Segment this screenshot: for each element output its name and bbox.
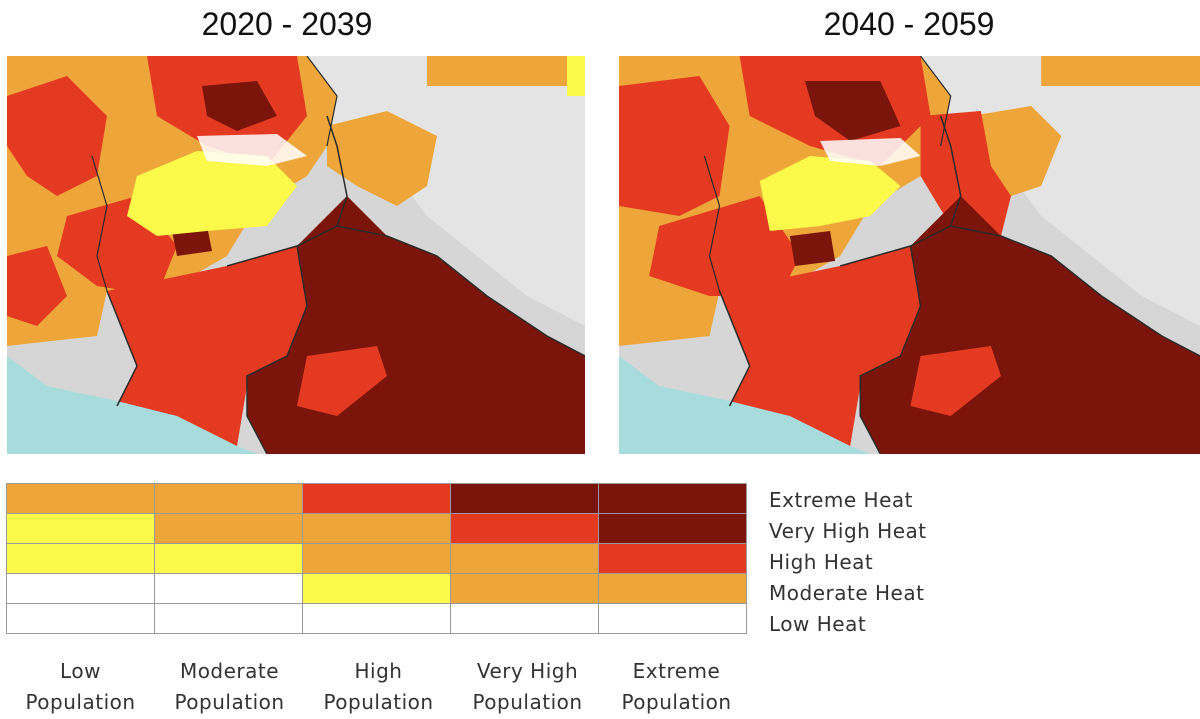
map-panel-2020 (7, 56, 585, 454)
legend-matrix (6, 483, 747, 634)
snow-region (820, 138, 921, 166)
country-border (106, 115, 585, 454)
legend-row (6, 573, 747, 604)
map-title-2040: 2040 - 2059 (823, 6, 995, 42)
heat-region-yellow (127, 151, 297, 236)
legend-cell (302, 603, 451, 634)
legend-cell (6, 603, 155, 634)
legend-cell (154, 573, 303, 604)
legend-cell (154, 543, 303, 574)
heat-level-labels: Extreme Heat Very High Heat High Heat Mo… (769, 486, 927, 641)
population-label-line: Extreme (632, 659, 721, 683)
legend-cell (302, 573, 451, 604)
country-border (703, 56, 952, 292)
population-label-extreme: Extreme Population (602, 656, 751, 718)
snow-region (197, 134, 307, 166)
legend-cell (154, 483, 303, 514)
country-border (91, 56, 338, 292)
legend-cell (450, 543, 599, 574)
legend-cell (450, 603, 599, 634)
map-title-2020: 2020 - 2039 (201, 6, 373, 42)
population-label-line: Low (60, 659, 101, 683)
country-border (718, 115, 1200, 454)
legend-cell (598, 513, 747, 544)
population-label-line: Population (621, 690, 732, 714)
map-panel-2040 (619, 56, 1200, 454)
population-label-line: High (354, 659, 403, 683)
heat-label-moderate: Moderate Heat (769, 581, 925, 605)
heat-region-orange (327, 111, 437, 206)
legend-cell (6, 513, 155, 544)
legend-cell (154, 603, 303, 634)
heat-region-red (107, 226, 337, 446)
legend-cell (6, 573, 155, 604)
heat-label-low: Low Heat (769, 612, 867, 636)
legend-cell (450, 513, 599, 544)
sea (7, 356, 257, 454)
legend-cell (598, 483, 747, 514)
heat-region-yellow (759, 156, 901, 231)
population-label-line: Population (323, 690, 434, 714)
population-label-line: Population (25, 690, 136, 714)
legend-cell (598, 603, 747, 634)
population-label-moderate: Moderate Population (155, 656, 304, 718)
legend-cell (302, 543, 451, 574)
heat-region-dark (789, 231, 836, 266)
legend-cell (6, 483, 155, 514)
heat-label-extreme: Extreme Heat (769, 488, 913, 512)
population-label-line: Population (174, 690, 285, 714)
legend-cell (154, 513, 303, 544)
heat-region-yellow (567, 56, 585, 96)
heat-region-red (7, 76, 107, 196)
heat-region-red (649, 196, 800, 296)
population-label-very-high: Very High Population (453, 656, 602, 718)
population-label-line: Very High (476, 659, 579, 683)
population-label-line: Population (472, 690, 583, 714)
legend-cell (450, 573, 599, 604)
legend-cell (598, 573, 747, 604)
heat-region-dark (804, 81, 901, 141)
legend-cell (450, 483, 599, 514)
legend-row (6, 483, 747, 514)
heat-region-red (7, 246, 67, 326)
legend-cell (302, 513, 451, 544)
population-level-labels: Low Population Moderate Population High … (6, 656, 751, 718)
sea (619, 356, 871, 454)
legend-cell (598, 543, 747, 574)
heat-label-high: High Heat (769, 550, 874, 574)
population-label-high: High Population (304, 656, 453, 718)
legend-row (6, 513, 747, 544)
legend-row (6, 603, 747, 634)
heat-region-orange (1041, 56, 1200, 86)
heat-region-red (910, 346, 1001, 416)
heat-region-dark (202, 81, 277, 131)
heat-region-red (719, 226, 951, 446)
population-label-line: Moderate (179, 659, 280, 683)
heat-region-orange (427, 56, 567, 86)
legend-cell (6, 543, 155, 574)
legend-cell (302, 483, 451, 514)
heat-region-red (297, 346, 387, 416)
heat-label-very-high: Very High Heat (769, 519, 927, 543)
heat-region-red (920, 111, 1012, 236)
legend-row (6, 543, 747, 574)
population-label-low: Low Population (6, 656, 155, 718)
heat-region-red (619, 76, 730, 216)
